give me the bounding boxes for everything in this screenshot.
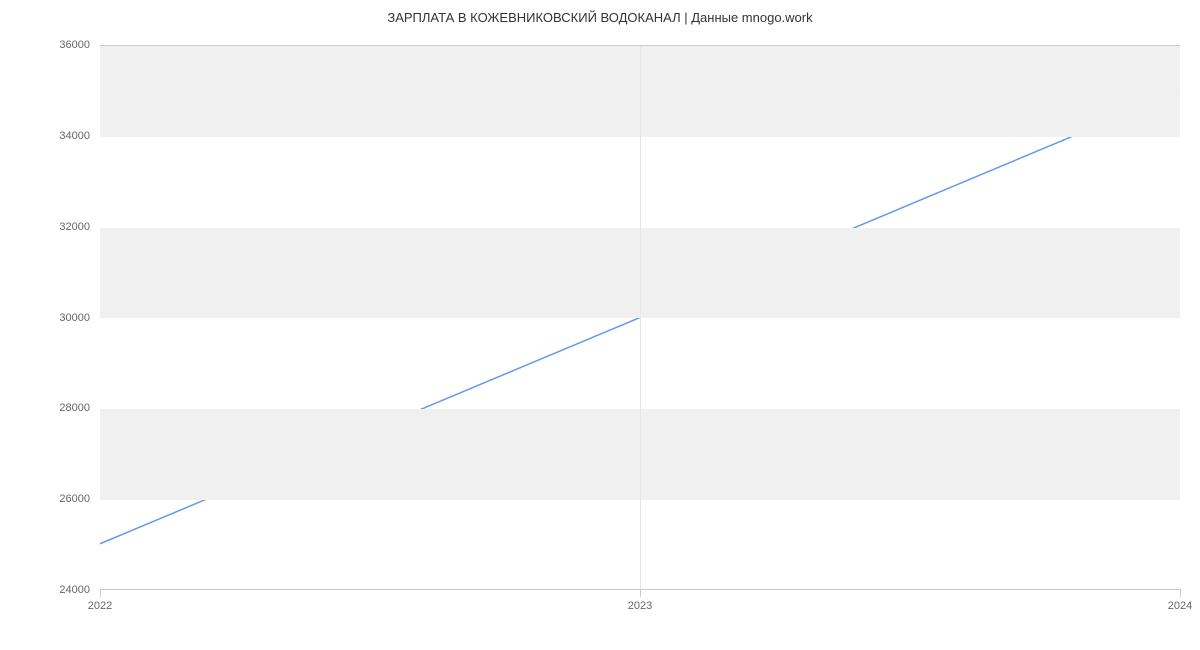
- y-axis-tick-label: 36000: [30, 39, 90, 51]
- x-axis-tick-label: 2023: [628, 600, 652, 612]
- x-tick: [1180, 589, 1181, 597]
- x-tick: [100, 589, 101, 597]
- y-axis-tick-label: 28000: [30, 402, 90, 414]
- chart-container: 24000 26000 28000 30000 32000 34000 36000 2022 2…: [10, 35, 1190, 635]
- x-axis-tick-label: 2024: [1168, 600, 1192, 612]
- y-axis-tick-label: 24000: [30, 584, 90, 596]
- x-tick: [640, 589, 641, 597]
- x-axis-tick-label: 2022: [88, 600, 112, 612]
- chart-title: ЗАРПЛАТА В КОЖЕВНИКОВСКИЙ ВОДОКАНАЛ | Да…: [0, 0, 1200, 25]
- y-axis-tick-label: 32000: [30, 221, 90, 233]
- y-axis-tick-label: 26000: [30, 493, 90, 505]
- y-axis-tick-label: 30000: [30, 312, 90, 324]
- plot-area: [100, 45, 1180, 590]
- y-axis-tick-label: 34000: [30, 130, 90, 142]
- x-grid-line: [640, 46, 641, 589]
